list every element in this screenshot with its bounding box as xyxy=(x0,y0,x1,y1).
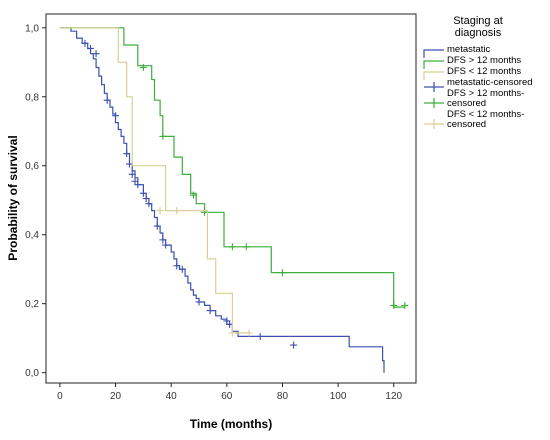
legend-label: metastatic-censored xyxy=(447,77,533,88)
censor-mark xyxy=(228,329,236,337)
censor-mark xyxy=(256,332,264,340)
censor-mark xyxy=(195,298,203,306)
x-tick-label: 120 xyxy=(385,391,402,402)
censor-mark xyxy=(142,195,150,202)
legend-label: DFS < 12 months xyxy=(447,66,521,77)
series-line xyxy=(59,27,405,308)
censor-mark xyxy=(189,191,197,199)
censor-mark xyxy=(290,341,298,349)
censor-mark xyxy=(228,243,236,251)
censor-mark xyxy=(145,200,153,208)
y-tick-label: 0,2 xyxy=(25,299,39,310)
censor-mark xyxy=(128,170,136,178)
censor-mark xyxy=(159,132,167,140)
series-0 xyxy=(59,27,385,373)
plot-frame xyxy=(45,13,417,384)
censor-mark xyxy=(81,39,89,47)
series-1 xyxy=(59,27,409,309)
y-tick-label: 0,6 xyxy=(25,161,39,172)
legend-swatch xyxy=(424,119,444,129)
x-tick-label: 0 xyxy=(57,391,63,402)
legend-label: metastatic xyxy=(447,44,491,55)
censor-mark xyxy=(153,222,161,230)
censor-mark xyxy=(159,236,167,244)
censor-mark xyxy=(178,265,186,273)
censor-mark xyxy=(245,329,253,337)
legend-label: DFS > 12 months xyxy=(447,55,521,66)
legend-label: DFS < 12 months- xyxy=(447,109,524,120)
legend-item: DFS < 12 months-censored xyxy=(424,109,524,130)
legend-item: metastatic-censored xyxy=(424,77,533,92)
x-tick-label: 80 xyxy=(277,391,289,402)
series-layer xyxy=(59,27,409,373)
censor-mark xyxy=(206,307,214,315)
y-tick-label: 0,8 xyxy=(25,92,39,103)
y-axis-title: Probability of survival xyxy=(6,135,20,260)
legend-item: DFS < 12 months xyxy=(423,66,521,80)
x-tick-label: 100 xyxy=(330,391,347,402)
legend-swatch xyxy=(424,98,444,108)
legend-item: DFS > 12 months-censored xyxy=(424,88,524,109)
censor-mark xyxy=(103,96,111,104)
censor-mark xyxy=(401,301,409,309)
x-tick-label: 40 xyxy=(166,391,178,402)
legend-title: Staging at xyxy=(453,15,503,27)
censor-mark xyxy=(173,262,181,270)
x-tick-label: 60 xyxy=(221,391,233,402)
censor-mark xyxy=(139,189,147,197)
y-tick-label: 0,0 xyxy=(25,368,39,379)
censor-mark xyxy=(92,50,100,58)
censor-mark xyxy=(278,269,286,277)
censor-mark xyxy=(123,150,131,158)
x-tick-label: 20 xyxy=(110,391,122,402)
legend-swatch xyxy=(423,49,444,58)
series-2 xyxy=(59,27,253,337)
censor-mark xyxy=(134,181,142,189)
censor-mark xyxy=(112,112,120,120)
legend-title: diagnosis xyxy=(455,27,502,39)
legend-item: metastatic xyxy=(423,44,491,58)
y-tick-label: 1,0 xyxy=(25,23,39,34)
censor-mark xyxy=(87,44,95,52)
censor-mark xyxy=(390,301,398,309)
legend-item: DFS > 12 months xyxy=(423,55,521,69)
censor-mark xyxy=(173,207,181,215)
censor-mark xyxy=(242,243,250,251)
legend-label: censored xyxy=(447,98,486,109)
censor-mark xyxy=(162,241,170,249)
legend-label: DFS > 12 months- xyxy=(447,88,524,99)
axes: 0 20 40 60 80 100 120 0,0 0,2 0,4 0,6 0,8 1,0 xyxy=(25,23,402,402)
x-axis-title: Time (months) xyxy=(190,417,272,431)
legend-swatch xyxy=(424,82,444,92)
y-tick-label: 0,4 xyxy=(25,230,39,241)
censor-mark xyxy=(156,207,164,215)
legend-label: censored xyxy=(447,119,486,130)
series-line xyxy=(59,27,250,334)
legend-swatch xyxy=(423,71,444,80)
legend-swatch xyxy=(423,60,444,69)
censor-mark xyxy=(139,63,147,71)
